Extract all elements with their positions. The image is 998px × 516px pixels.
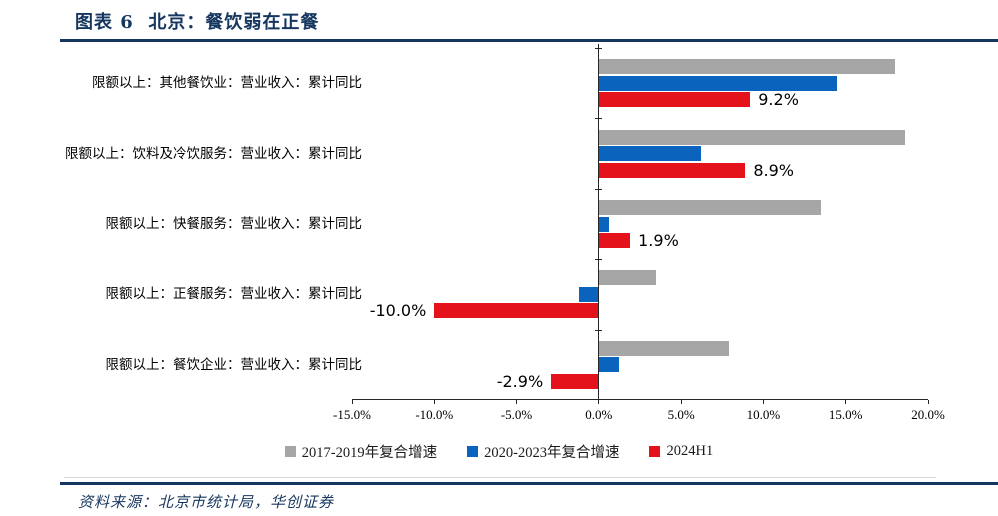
value-axis-tick-label: -10.0% xyxy=(415,407,454,422)
legend-swatch-icon xyxy=(284,445,296,457)
legend-label: 2020-2023年复合增速 xyxy=(484,444,620,461)
title-divider xyxy=(60,39,998,42)
bar-blue xyxy=(579,286,599,302)
bar-gray xyxy=(598,129,905,145)
value-axis-tick xyxy=(927,400,929,404)
bar-red xyxy=(598,233,631,248)
source-text: 资料来源：北京市统计局，华创证券 xyxy=(78,493,335,511)
figure-title: 图表 6 北京：餐饮弱在正餐 xyxy=(75,12,320,33)
value-axis-tick xyxy=(351,400,353,404)
value-axis-tick-label: 5.0% xyxy=(667,407,695,422)
plot-area: 9.2% 8.9% 1.9% -10.0% -2.9% -15.0% -10.0% -5.0%… xyxy=(333,44,945,422)
value-axis-tick xyxy=(433,400,435,404)
legend-label: 2017-2019年复合增速 xyxy=(301,444,438,461)
bar-red xyxy=(598,92,751,108)
table-bottom-border xyxy=(64,477,936,478)
value-axis-tick-label: -5.0% xyxy=(500,407,533,422)
chart-legend: 2017-2019年复合增速 2020-2023年复合增速 2024H1 xyxy=(0,441,998,461)
category-label: 限额以上：快餐服务：营业收入：累计同比 xyxy=(105,216,363,232)
bar-blue xyxy=(598,146,701,162)
bar-blue xyxy=(598,357,619,373)
value-axis xyxy=(352,399,928,400)
legend-item: 2020-2023年复合增速 xyxy=(467,441,619,462)
data-label: -10.0% xyxy=(369,301,427,321)
bar-red xyxy=(434,303,599,319)
value-axis-tick-label: 20.0% xyxy=(911,407,945,422)
legend-item: 2024H1 xyxy=(649,443,713,460)
value-axis-tick xyxy=(762,400,764,404)
bar-gray xyxy=(598,340,729,356)
legend-item: 2017-2019年复合增速 xyxy=(284,441,438,462)
category-label: 限额以上：正餐服务：营业收入：累计同比 xyxy=(105,286,363,303)
value-axis-tick xyxy=(516,400,518,404)
bar-gray xyxy=(598,270,657,286)
data-label: 1.9% xyxy=(638,231,679,250)
value-axis-tick-label: -15.0% xyxy=(333,407,371,422)
value-axis-tick-label: 0.0% xyxy=(585,407,613,422)
category-label: 限额以上：餐饮企业：营业收入：累计同比 xyxy=(105,356,363,373)
category-axis xyxy=(598,44,600,400)
data-label: 8.9% xyxy=(753,160,794,180)
value-axis-tick-label: 10.0% xyxy=(746,407,781,422)
value-axis-tick xyxy=(598,400,600,404)
legend-label: 2024H1 xyxy=(666,442,714,459)
bar-gray xyxy=(598,59,896,75)
source-divider xyxy=(60,482,998,485)
category-label: 限额以上：饮料及冷饮服务：营业收入：累计同比 xyxy=(65,145,362,162)
value-axis-tick-label: 15.0% xyxy=(828,407,863,422)
bar-red xyxy=(598,162,746,178)
data-label: 9.2% xyxy=(758,90,799,110)
bar-blue xyxy=(598,75,838,91)
data-label: -2.9% xyxy=(496,371,544,391)
bar-blue xyxy=(598,216,609,232)
bar-gray xyxy=(598,200,821,215)
category-label: 限额以上：其他餐饮业：营业收入：累计同比 xyxy=(92,75,362,92)
legend-swatch-icon xyxy=(467,445,479,457)
value-axis-tick xyxy=(680,400,682,404)
bar-red xyxy=(551,373,599,389)
legend-swatch-icon xyxy=(649,445,661,457)
value-axis-tick xyxy=(845,400,847,404)
